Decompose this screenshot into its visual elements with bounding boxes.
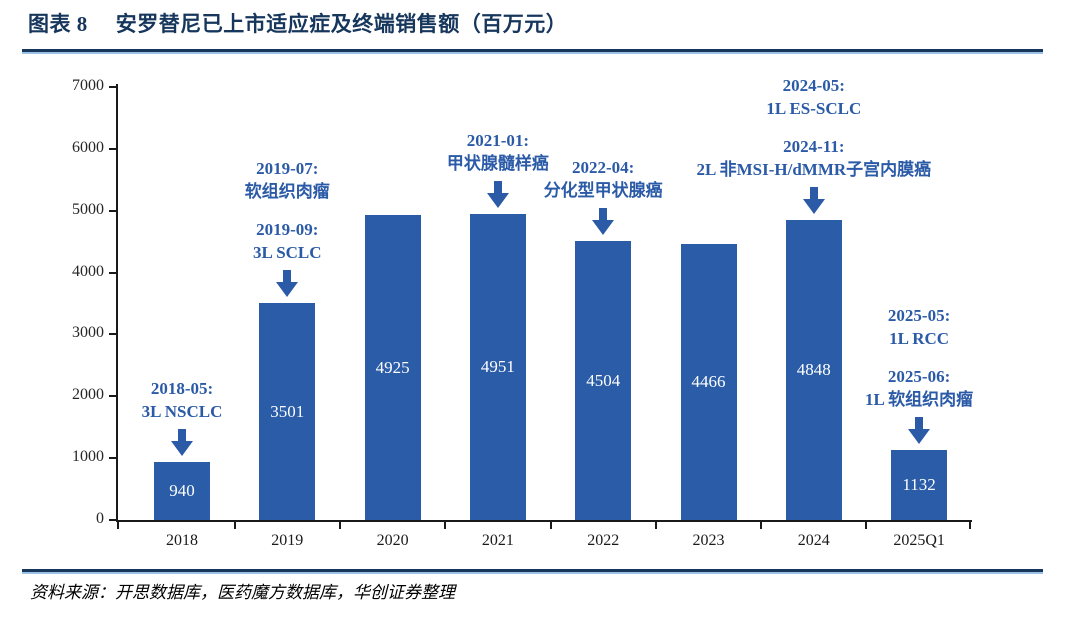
x-axis-category-label: 2024 <box>797 532 830 549</box>
x-axis-tick <box>865 522 868 529</box>
x-axis-tick <box>760 522 763 529</box>
x-axis-category-label: 2019 <box>271 532 304 549</box>
y-axis-tick <box>109 395 116 398</box>
x-axis-tick <box>233 522 236 529</box>
bar-value-label: 940 <box>169 480 195 500</box>
x-axis-tick <box>969 522 971 529</box>
y-axis-tick <box>109 209 116 212</box>
annotation-line: 2022-04: <box>572 158 635 178</box>
annotation-line: 2L 非MSI-H/dMMR子宫内膜癌 <box>696 160 932 180</box>
y-axis-tick <box>109 147 116 150</box>
bar-2022 <box>575 241 632 520</box>
y-axis-tick-label: 1000 <box>72 448 104 466</box>
down-arrow-icon <box>274 270 300 302</box>
title-divider-dark-line <box>22 49 1043 52</box>
footer-divider-light-line <box>22 572 1043 574</box>
bar-2025Q1 <box>891 449 948 520</box>
y-axis-tick <box>109 86 116 88</box>
x-axis-tick <box>338 522 341 529</box>
indication-annotation: 2025-06: 1L 软组织肉瘤 <box>865 365 973 411</box>
x-axis-tick <box>117 522 119 529</box>
annotation-line: 2025-05: <box>887 305 951 325</box>
bar-value-label: 4848 <box>796 360 831 380</box>
bar-value-label: 4951 <box>480 356 515 376</box>
bar-value-label: 1132 <box>902 474 936 494</box>
title-divider-light-line <box>22 52 1043 54</box>
x-axis-tick <box>549 522 552 529</box>
indication-annotation: 2021-01: 甲状腺髓样癌 <box>447 129 549 175</box>
bar-2020 <box>364 215 421 520</box>
figure-title: 安罗替尼已上市适应症及终端销售额（百万元） <box>115 12 568 36</box>
annotation-line: 1L ES-SCLC <box>766 99 862 119</box>
x-axis-category-label: 2025Q1 <box>893 532 945 549</box>
bar-2021 <box>469 213 526 520</box>
down-arrow-icon <box>801 187 827 219</box>
down-arrow-icon <box>906 416 932 449</box>
x-axis-category-label: 2018 <box>166 532 198 549</box>
x-axis-category-label: 2020 <box>376 532 409 549</box>
bar-value-label: 4504 <box>586 370 621 390</box>
indication-annotation: 2022-04: 分化型甲状腺癌 <box>544 156 663 202</box>
x-axis-category-label: 2023 <box>692 532 725 549</box>
annotation-line: 2021-01: <box>466 130 530 150</box>
x-axis-category-label: 2022 <box>587 532 620 549</box>
annotation-line: 1L RCC <box>889 328 950 348</box>
annotation-line: 3L NSCLC <box>141 401 223 421</box>
figure-header: 图表 8 安罗替尼已上市适应症及终端销售额（百万元） <box>28 8 567 38</box>
down-arrow-icon <box>485 180 511 213</box>
y-axis-tick-label: 3000 <box>72 324 104 342</box>
bar-2018 <box>154 461 210 520</box>
bar-2019 <box>259 303 316 520</box>
indication-annotation: 2024-05: 1L ES-SCLC <box>766 74 861 120</box>
indication-annotation: 2018-05: 3L NSCLC <box>142 377 223 423</box>
bar-2024 <box>785 220 842 520</box>
x-axis-line <box>116 520 972 522</box>
x-axis-tick <box>444 522 447 529</box>
y-axis-tick <box>109 333 116 336</box>
indication-annotation: 2019-09: 3L SCLC <box>253 218 322 264</box>
y-axis-tick-label: 5000 <box>72 200 104 218</box>
x-axis-category-label: 2021 <box>481 532 514 549</box>
annotation-line: 2025-06: <box>887 366 951 386</box>
y-axis-tick-label: 6000 <box>72 138 104 156</box>
data-source-note: 资料来源：开思数据库，医药魔方数据库，华创证券整理 <box>30 583 455 602</box>
bar-value-label: 4925 <box>375 357 410 377</box>
indication-annotation: 2019-07: 软组织肉瘤 <box>245 157 330 203</box>
y-axis-tick-label: 2000 <box>72 386 104 404</box>
annotation-line: 3L SCLC <box>253 243 322 263</box>
annotation-line: 2018-05: <box>150 378 214 398</box>
bar-2023 <box>680 243 737 520</box>
bar-value-label: 4466 <box>691 371 726 391</box>
annotation-line: 分化型甲状腺癌 <box>543 181 663 201</box>
y-axis-line <box>116 84 118 522</box>
y-axis-tick <box>109 457 116 460</box>
figure-number: 图表 8 <box>28 12 88 36</box>
footer-divider-dark-line <box>22 569 1043 572</box>
annotation-line: 1L 软组织肉瘤 <box>865 389 974 409</box>
down-arrow-icon <box>169 428 195 461</box>
y-axis-tick-label: 7000 <box>72 77 104 94</box>
annotation-line: 2024-11: <box>783 137 845 157</box>
annotation-line: 2024-05: <box>782 76 845 96</box>
annotation-line: 软组织肉瘤 <box>244 182 330 202</box>
indication-annotation: 2024-11: 2L 非MSI-H/dMMR子宫内膜癌 <box>696 135 931 181</box>
y-axis-tick <box>109 519 116 521</box>
annotation-line: 2019-07: <box>256 159 319 179</box>
x-axis-tick <box>654 522 657 529</box>
down-arrow-icon <box>590 208 616 240</box>
y-axis-tick <box>109 271 116 274</box>
title-divider <box>22 49 1043 54</box>
indication-annotation: 2025-05: 1L RCC <box>888 304 950 350</box>
footer-divider <box>22 569 1043 574</box>
y-axis-tick-label: 0 <box>96 510 104 527</box>
y-axis-tick-label: 4000 <box>72 262 104 280</box>
annotation-line: 2019-09: <box>256 220 319 240</box>
bar-value-label: 3501 <box>270 401 305 421</box>
annotation-line: 甲状腺髓样癌 <box>446 153 549 173</box>
